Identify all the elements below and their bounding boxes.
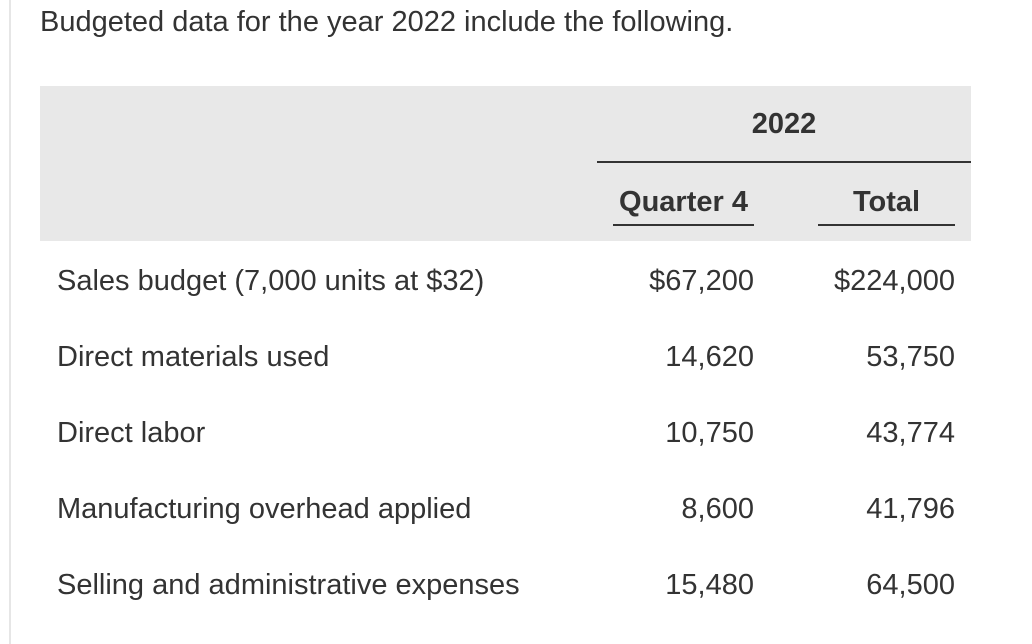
table-row-selling-admin-expenses: Selling and administrative expenses 15,4… xyxy=(40,566,971,604)
intro-text: Budgeted data for the year 2022 include … xyxy=(40,6,734,38)
quarter-4-value: $67,200 xyxy=(649,265,754,297)
table-row-sales-budget: Sales budget (7,000 units at $32) $67,20… xyxy=(40,262,971,300)
row-label: Direct materials used xyxy=(57,341,330,373)
page-left-border xyxy=(9,0,11,644)
column-header-total: Total xyxy=(852,186,921,218)
table-row-direct-materials: Direct materials used 14,620 53,750 xyxy=(40,338,971,376)
quarter-4-value: 8,600 xyxy=(681,493,754,525)
column-header-quarter-4: Quarter 4 xyxy=(619,186,748,218)
row-label: Manufacturing overhead applied xyxy=(57,493,472,525)
total-value: 64,500 xyxy=(866,569,955,601)
row-label: Selling and administrative expenses xyxy=(57,569,520,601)
table-row-direct-labor: Direct labor 10,750 43,774 xyxy=(40,414,971,452)
total-value: 43,774 xyxy=(866,417,955,449)
table-header-band xyxy=(40,86,971,241)
year-header-underline xyxy=(597,161,971,163)
table-row-manufacturing-overhead: Manufacturing overhead applied 8,600 41,… xyxy=(40,490,971,528)
quarter-4-value: 15,480 xyxy=(665,569,754,601)
quarter-4-value: 10,750 xyxy=(665,417,754,449)
column-header-total-underline xyxy=(818,224,955,226)
total-value: $224,000 xyxy=(834,265,955,297)
total-value: 41,796 xyxy=(866,493,955,525)
total-value: 53,750 xyxy=(866,341,955,373)
column-header-quarter-4-underline xyxy=(613,224,754,226)
quarter-4-value: 14,620 xyxy=(665,341,754,373)
year-header: 2022 xyxy=(751,108,817,140)
row-label: Sales budget (7,000 units at $32) xyxy=(57,265,485,297)
row-label: Direct labor xyxy=(57,417,206,449)
